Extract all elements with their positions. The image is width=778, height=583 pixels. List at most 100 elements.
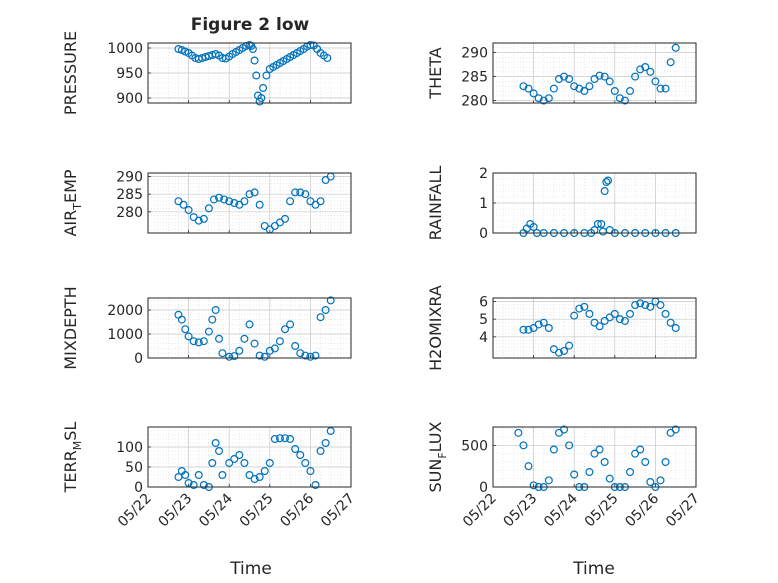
data-point <box>306 467 315 476</box>
axes-frame <box>147 297 352 359</box>
data-point <box>554 74 563 83</box>
data-point <box>174 44 183 53</box>
data-point <box>661 309 670 318</box>
data-point <box>240 334 249 343</box>
data-point <box>585 82 594 91</box>
y-tick-label: 50 <box>125 460 143 476</box>
data-point <box>311 351 320 360</box>
y-tick-label: 6 <box>479 295 488 311</box>
data-point <box>580 86 589 95</box>
data-point <box>560 346 569 355</box>
data-point <box>641 458 650 467</box>
data-point <box>194 338 203 347</box>
data-point <box>215 193 224 202</box>
data-point <box>646 67 655 76</box>
y-axis-label-subscript: T <box>71 203 84 211</box>
y-axis-label-main: RAINFALL <box>426 166 445 241</box>
y-tick-label: 4 <box>479 330 488 346</box>
data-point <box>529 223 538 232</box>
data-point <box>565 341 574 350</box>
data-point <box>326 296 335 305</box>
data-point <box>250 339 259 348</box>
data-point <box>260 467 269 476</box>
data-point <box>286 435 295 444</box>
axes-frame <box>147 42 352 104</box>
data-point <box>215 447 224 456</box>
data-point <box>255 200 264 209</box>
data-point <box>209 195 218 204</box>
data-point <box>270 435 279 444</box>
data-point <box>225 352 234 361</box>
data-point <box>240 197 249 206</box>
y-tick-label: 1 <box>479 196 488 212</box>
y-tick-label: 500 <box>461 438 488 454</box>
data-point <box>306 352 315 361</box>
data-point <box>250 56 259 65</box>
x-axis-label-left: Time <box>229 559 272 579</box>
data-point <box>199 214 208 223</box>
y-axis-label-suffix: LUX <box>426 421 445 452</box>
y-axis-label: H2OMIXRA <box>426 285 445 371</box>
data-point <box>575 304 584 313</box>
figure-title: Figure 2 low <box>191 15 310 35</box>
data-point <box>529 89 538 98</box>
y-axis-label-main: MIXDEPTH <box>61 286 80 369</box>
data-point <box>240 459 249 468</box>
data-point <box>615 315 624 324</box>
data-point <box>514 428 523 437</box>
y-tick-label: 290 <box>116 170 143 186</box>
data-point <box>666 318 675 327</box>
data-point <box>208 459 217 468</box>
data-point <box>235 451 244 460</box>
data-point <box>281 325 290 334</box>
data-point <box>570 311 579 320</box>
data-point <box>181 325 190 334</box>
data-point <box>286 197 295 206</box>
data-point <box>641 62 650 71</box>
data-point <box>656 301 665 310</box>
data-point <box>580 302 589 311</box>
data-point <box>585 309 594 318</box>
data-point <box>604 176 613 185</box>
data-point <box>600 72 609 81</box>
y-tick-label: 2 <box>479 166 488 182</box>
data-point <box>220 195 229 204</box>
data-point <box>291 445 300 454</box>
data-point <box>595 71 604 80</box>
data-point <box>671 43 680 52</box>
data-point <box>316 313 325 322</box>
y-axis-label: AIRTEMP <box>61 169 84 236</box>
data-point <box>301 351 310 360</box>
data-point <box>671 425 680 434</box>
data-point <box>296 349 305 358</box>
y-axis-label-main: THETA <box>426 47 445 99</box>
x-axis-label-right: Time <box>572 559 615 579</box>
data-point <box>211 439 220 448</box>
data-point <box>265 346 274 355</box>
data-point <box>605 77 614 86</box>
data-point <box>194 216 203 225</box>
y-axis-label-suffix: EMP <box>61 169 80 203</box>
axes-frame <box>492 297 697 359</box>
data-point <box>291 188 300 197</box>
data-point <box>230 455 239 464</box>
data-point <box>265 459 274 468</box>
data-point <box>651 77 660 86</box>
data-point <box>326 427 335 436</box>
data-point <box>260 352 269 361</box>
data-point <box>248 44 257 53</box>
data-point <box>179 200 188 209</box>
data-point <box>539 96 548 105</box>
y-axis-label: RAINFALL <box>426 166 445 241</box>
data-point <box>259 83 268 92</box>
data-point <box>199 337 208 346</box>
y-tick-label: 100 <box>116 440 143 456</box>
data-point <box>321 439 330 448</box>
y-axis-label: PRESSURE <box>61 31 80 115</box>
data-point <box>666 58 675 67</box>
data-point <box>656 84 665 93</box>
data-point <box>194 471 203 480</box>
subplot-pressure: 900 950 1000 PRESSURE <box>61 31 352 115</box>
data-point <box>250 475 259 484</box>
